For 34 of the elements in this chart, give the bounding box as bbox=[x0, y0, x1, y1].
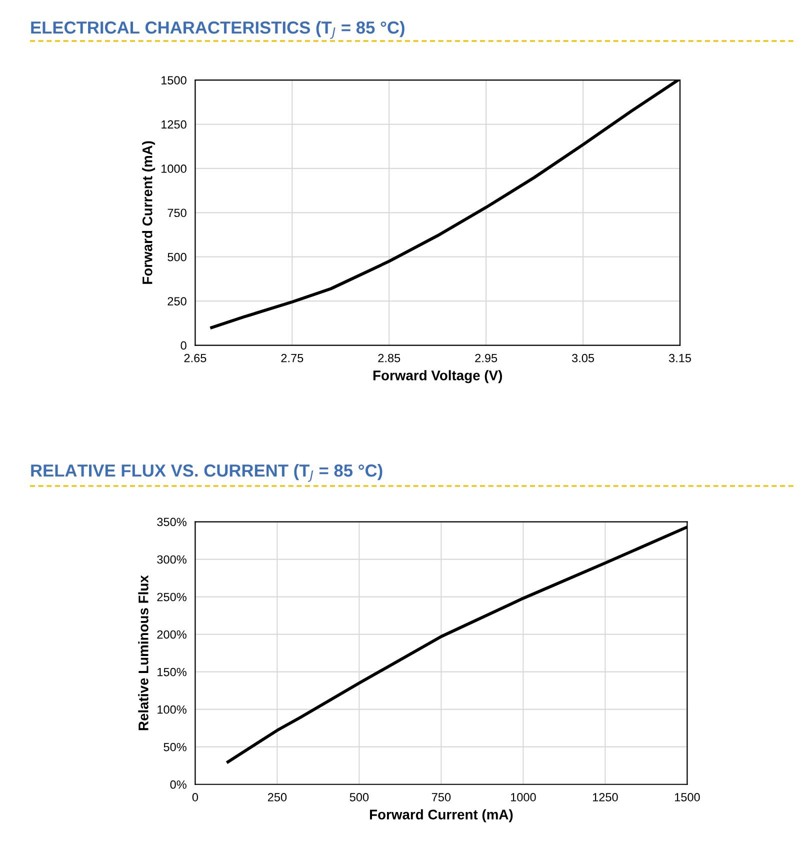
y-tick-label: 1500 bbox=[162, 76, 186, 84]
y-tick-label: 0 bbox=[180, 341, 186, 350]
y-tick-label: 0% bbox=[170, 780, 186, 789]
x-tick-label: 500 bbox=[350, 793, 369, 802]
x-tick-label: 1250 bbox=[592, 793, 618, 802]
x-tick-label: 3.05 bbox=[572, 354, 594, 362]
x-tick-label: 2.85 bbox=[378, 354, 400, 362]
y-tick-label: 50% bbox=[164, 742, 186, 752]
y-tick-label: 250% bbox=[157, 592, 186, 602]
y-tick-label: 750 bbox=[168, 208, 186, 218]
x-axis-title: Forward Current (mA) bbox=[370, 809, 513, 822]
chart-title: RELATIVE FLUX VS. CURRENT (T$_{J}$ = 85 °C) bbox=[31, 464, 382, 482]
y-tick-label: 100% bbox=[158, 705, 186, 714]
y-tick-label: 1250 bbox=[162, 120, 186, 129]
y-axis-title: Forward Current (mA) bbox=[142, 141, 156, 284]
y-tick-label: 500 bbox=[168, 252, 186, 262]
y-tick-label: 200% bbox=[157, 630, 186, 639]
x-tick-label: 1500 bbox=[674, 793, 700, 802]
x-tick-label: 2.65 bbox=[184, 354, 206, 362]
y-tick-label: 250 bbox=[168, 297, 186, 306]
x-tick-label: 2.95 bbox=[475, 354, 498, 362]
y-axis-title: Relative Luminous Flux bbox=[138, 575, 148, 730]
x-tick-label: 3.15 bbox=[668, 354, 691, 362]
x-tick-label: 1000 bbox=[510, 793, 536, 802]
x-tick-label: 2.75 bbox=[281, 354, 304, 362]
y-tick-label: 350% bbox=[157, 518, 186, 526]
y-tick-label: 300% bbox=[157, 555, 186, 564]
chart-title: ELECTRICAL CHARACTERISTICS (T$_{J}$ = 85 °C) bbox=[31, 20, 404, 39]
x-tick-label: 750 bbox=[432, 793, 451, 802]
y-tick-label: 1000 bbox=[162, 164, 186, 173]
x-tick-label: 0 bbox=[192, 793, 198, 802]
x-tick-label: 250 bbox=[268, 793, 287, 802]
x-axis-title: Forward Voltage (V) bbox=[373, 370, 502, 384]
y-tick-label: 150% bbox=[158, 668, 186, 676]
